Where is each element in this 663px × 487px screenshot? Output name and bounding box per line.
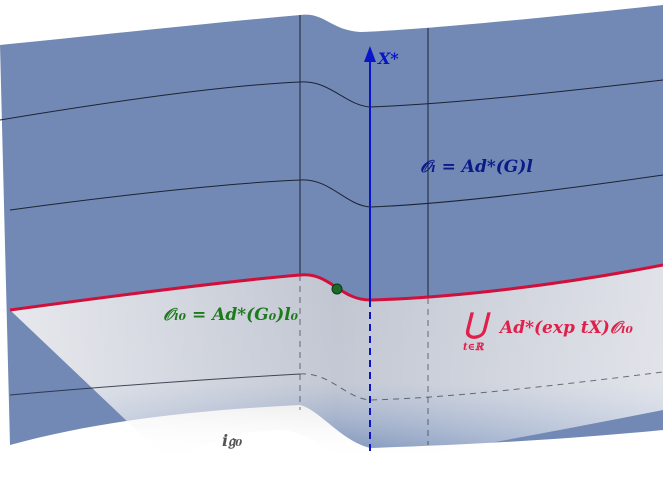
union-index: t∈ℝ [463,342,485,353]
axis-label: X* [377,49,399,68]
union-symbol: ⋃ [464,307,491,340]
union-expression: Ad*(exp tX)𝒪ₗ₀ [498,318,634,338]
base-orbit-label: 𝒪ₗ₀ = Ad*(G₀)l₀ [163,305,299,325]
diagram: X* 𝒪ₗ = Ad*(G)l 𝒪ₗ₀ = Ad*(G₀)l₀ ⋃ t∈ℝ Ad… [0,0,663,487]
orbit-label: 𝒪ₗ = Ad*(G)l [420,157,533,177]
plane-label: i𝔤₀ [222,431,242,450]
base-point [332,284,342,294]
